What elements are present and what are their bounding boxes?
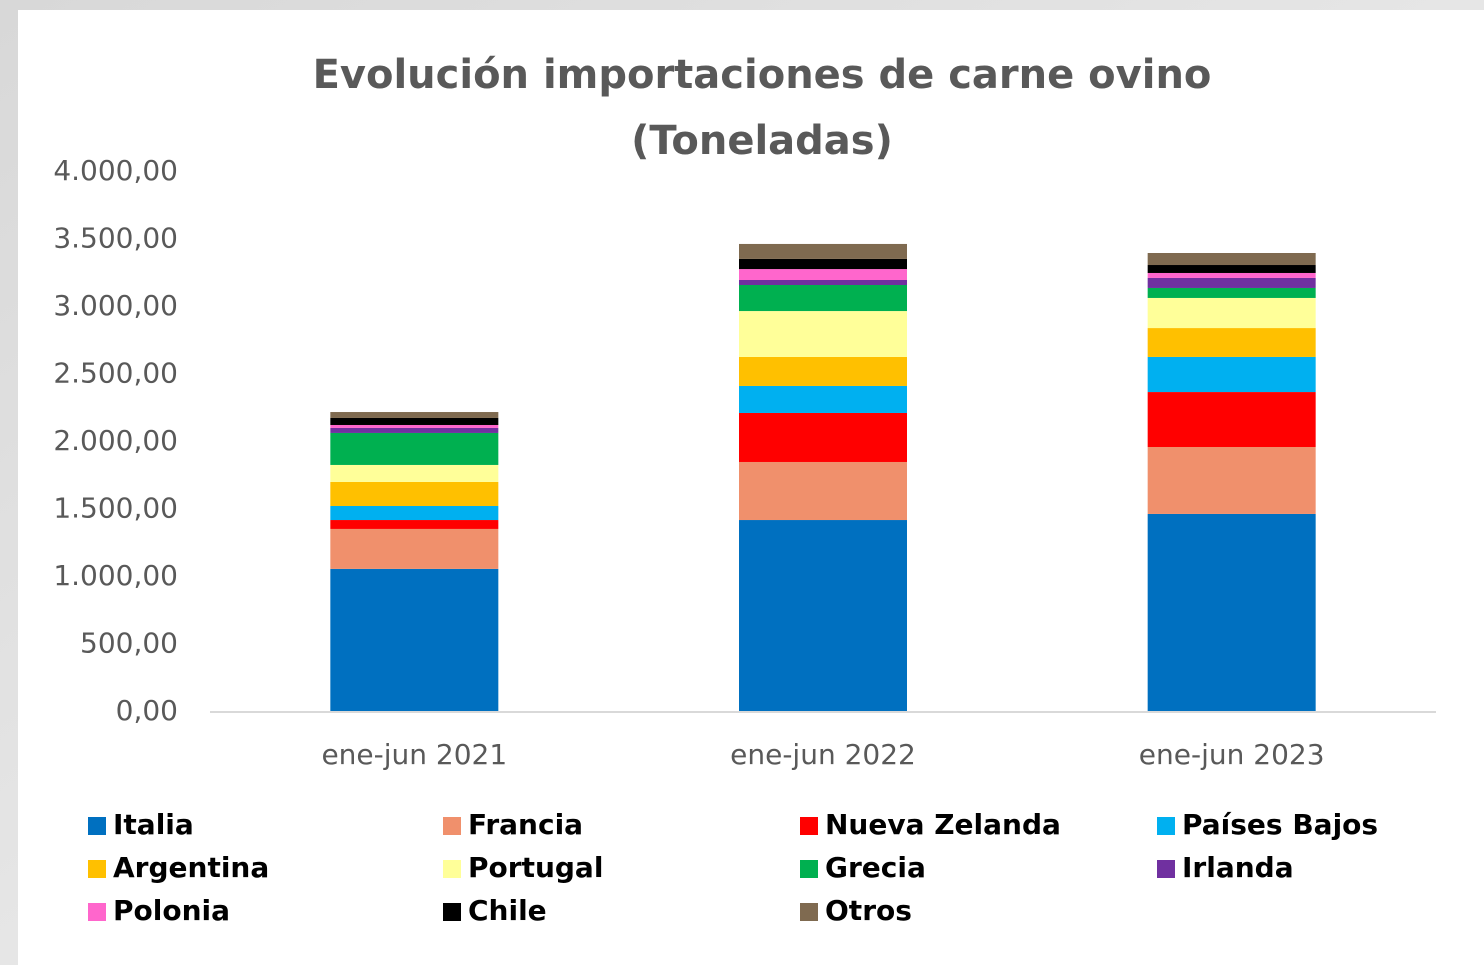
bar-segment xyxy=(330,505,499,521)
bar-segment xyxy=(1147,392,1316,447)
legend-swatch xyxy=(1157,817,1175,835)
bar-segment xyxy=(1147,253,1316,266)
bar-segment xyxy=(330,417,499,425)
y-tick-label: 3.000,00 xyxy=(53,289,178,322)
bar-segment xyxy=(1147,277,1316,288)
y-tick-label: 3.500,00 xyxy=(53,222,178,255)
legend-swatch xyxy=(443,860,461,878)
bar-segment xyxy=(1147,328,1316,357)
legend-label: Argentina xyxy=(113,851,269,884)
bar-segment xyxy=(739,461,907,521)
legend-label: Irlanda xyxy=(1182,851,1294,884)
x-tick-label: ene-jun 2021 xyxy=(321,738,507,771)
legend-swatch xyxy=(800,860,818,878)
bar-segment xyxy=(1147,265,1316,273)
bar-segment xyxy=(739,520,907,712)
bar-segment xyxy=(739,243,907,259)
legend-label: Países Bajos xyxy=(1182,808,1378,841)
y-tick-label: 500,00 xyxy=(80,627,178,660)
legend-label: Francia xyxy=(468,808,583,841)
legend-label: Otros xyxy=(825,894,912,927)
x-tick-label: ene-jun 2023 xyxy=(1139,738,1325,771)
bar-segment xyxy=(739,284,907,312)
legend-label: Italia xyxy=(113,808,194,841)
bar-segment xyxy=(1147,272,1316,278)
bar-segment xyxy=(1147,297,1316,329)
bar-segment xyxy=(330,481,499,506)
legend-label: Portugal xyxy=(468,851,603,884)
bar-segment xyxy=(1147,356,1316,393)
bar-segment xyxy=(330,520,499,529)
y-tick-label: 1.000,00 xyxy=(53,559,178,592)
y-tick-label: 4.000,00 xyxy=(53,154,178,187)
legend-swatch xyxy=(88,860,106,878)
legend-swatch xyxy=(88,903,106,921)
legend-label: Grecia xyxy=(825,851,926,884)
y-tick-label: 2.500,00 xyxy=(53,357,178,390)
legend-swatch xyxy=(1157,860,1175,878)
bar-segment xyxy=(739,269,907,280)
chart-title: (Toneladas) xyxy=(631,118,893,164)
legend-swatch xyxy=(443,903,461,921)
legend-swatch xyxy=(443,817,461,835)
bar-segment xyxy=(330,568,499,712)
bar-segment xyxy=(739,385,907,413)
legend-label: Nueva Zelanda xyxy=(825,808,1061,841)
bar-segment xyxy=(330,424,499,428)
legend-swatch xyxy=(800,903,818,921)
bar-segment xyxy=(739,280,907,285)
bar-segment xyxy=(739,356,907,386)
legend-swatch xyxy=(88,817,106,835)
x-tick-label: ene-jun 2022 xyxy=(730,738,916,771)
bar-segment xyxy=(739,311,907,357)
bar-segment xyxy=(739,412,907,462)
bar-segment xyxy=(330,412,499,418)
bar-segment xyxy=(330,432,499,465)
legend-swatch xyxy=(800,817,818,835)
legend-label: Polonia xyxy=(113,894,230,927)
y-tick-label: 1.500,00 xyxy=(53,492,178,525)
y-tick-label: 2.000,00 xyxy=(53,424,178,457)
bar-segment xyxy=(330,464,499,482)
y-tick-label: 0,00 xyxy=(116,694,178,727)
bar-segment xyxy=(1147,513,1316,712)
chart-title: Evolución importaciones de carne ovino xyxy=(313,52,1212,98)
bar-segment xyxy=(330,528,499,569)
bar-segment xyxy=(739,258,907,270)
bar-segment xyxy=(1147,287,1316,298)
legend-label: Chile xyxy=(468,894,547,927)
bar-segment xyxy=(1147,446,1316,514)
bar-segment xyxy=(330,427,499,433)
